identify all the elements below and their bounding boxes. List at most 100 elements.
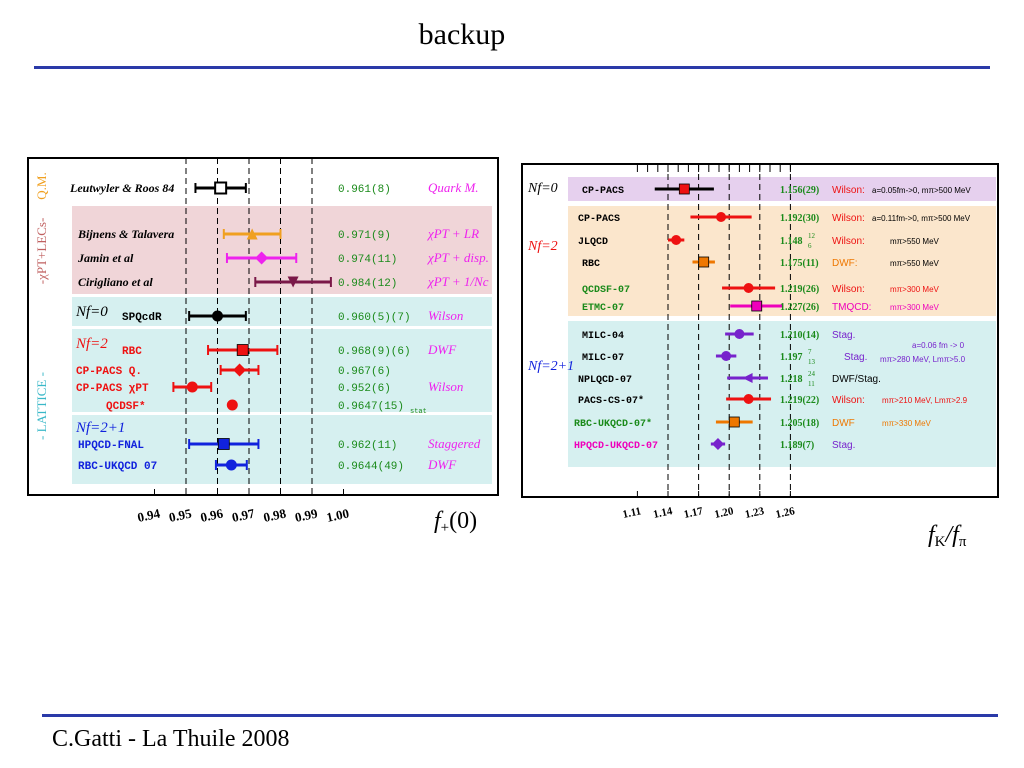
group-band — [72, 414, 492, 484]
title-rule — [34, 66, 990, 69]
row-label: Bijnens & Talavera — [77, 227, 174, 241]
row-label: CP-PACS — [578, 214, 620, 225]
note-label: mπ>550 MeV — [890, 259, 940, 268]
data-point — [743, 283, 754, 293]
value-label: 1.175(11) — [780, 258, 819, 269]
data-point — [287, 276, 299, 288]
value-label: 0.984(12) — [338, 278, 397, 290]
group-label: Nf=2 — [75, 336, 108, 352]
note-label: mπ>210 MeV, Lmπ>2.9 — [882, 396, 968, 405]
data-point — [225, 459, 237, 471]
form-factor-chart: Q.M. -χPT+LECs- - LATTICE - Nf=0 Nf=2 Nf=2+1 L… — [27, 157, 499, 525]
data-point — [226, 399, 238, 411]
value-label: 0.974(11) — [338, 254, 397, 266]
data-point — [698, 256, 710, 268]
note-label: mπ>330 MeV — [882, 419, 932, 428]
data-point — [734, 329, 745, 339]
group-band — [568, 206, 996, 316]
data-point — [678, 183, 690, 195]
row-label: RBC — [122, 346, 142, 358]
method-label: Wilson — [428, 379, 463, 394]
data-point — [214, 181, 228, 195]
x-tick-label: 0.95 — [168, 505, 194, 525]
row-label: SPQcdR — [122, 312, 162, 324]
method-label: Wilson: — [832, 185, 865, 196]
row-label: RBC-UKQCD-07* — [574, 418, 652, 430]
row-label: Leutwyler & Roos 84 — [69, 181, 174, 195]
data-point — [217, 438, 230, 450]
row-label: MILC-07 — [582, 353, 624, 364]
footer-rule — [42, 714, 998, 717]
data-point — [742, 373, 753, 383]
note-label: mπ>550 MeV — [890, 237, 940, 246]
data-point — [751, 300, 763, 312]
row-label: MILC-04 — [582, 331, 624, 342]
method-label: DWF — [427, 457, 457, 472]
method-label: Stag. — [832, 330, 855, 341]
x-tick-label: 0.98 — [262, 505, 288, 525]
method-label: Wilson: — [832, 284, 865, 295]
row-label: HPQCD-UKQCD-07 — [574, 441, 658, 452]
x-tick-label: 1.26 — [775, 505, 797, 521]
data-point — [255, 251, 269, 265]
value-subscript: 13 — [808, 358, 816, 366]
decay-constant-axis-name: fK/fπ — [928, 522, 967, 550]
row-label: JLQCD — [578, 237, 608, 248]
value-label: 1.197 — [780, 352, 803, 363]
data-point — [716, 212, 727, 222]
note-label: a=0.05fm->0, mπ>500 MeV — [872, 186, 971, 195]
x-tick-label: 1.14 — [652, 505, 674, 521]
row-label: CP-PACS — [582, 186, 624, 197]
method-label: TMQCD: — [832, 302, 871, 313]
value-label: 0.9647(15) — [338, 401, 404, 413]
data-point — [236, 344, 249, 356]
value-label: 1.156(29) — [780, 185, 819, 196]
group-label: Nf=2 — [527, 239, 558, 254]
method-label: Wilson: — [832, 213, 865, 224]
group-band — [72, 206, 492, 294]
value-label: 0.952(6) — [338, 383, 391, 395]
form-factor-axis-name: f+(0) — [434, 508, 478, 536]
data-point — [721, 351, 732, 361]
method-label: Stag. — [832, 440, 855, 451]
value-label: 1.189(7) — [780, 440, 814, 451]
data-point — [743, 394, 754, 404]
group-label: Nf=0 — [75, 304, 108, 320]
row-label: HPQCD-FNAL — [78, 440, 144, 452]
value-label: 1.192(30) — [780, 213, 819, 224]
method-label: DWF — [427, 342, 457, 357]
row-label: QCDSF* — [106, 401, 146, 413]
method-label: χPT + disp. — [426, 250, 489, 265]
x-tick-label: 1.20 — [713, 505, 735, 521]
value-label: 1.219(22) — [780, 395, 819, 406]
x-tick-label: 1.23 — [744, 505, 766, 521]
value-label: 1.227(26) — [780, 302, 819, 313]
side-label: Q.M. — [34, 172, 49, 199]
value-label: 0.9644(49) — [338, 461, 404, 473]
value-label: 0.968(9)(6) — [338, 346, 411, 358]
method-label: Staggered — [428, 436, 481, 451]
value-label: 1.210(14) — [780, 330, 819, 341]
value-superscript: 7 — [808, 348, 812, 356]
data-point — [728, 416, 740, 428]
value-label: 1.219(26) — [780, 284, 819, 295]
group-band — [568, 177, 996, 201]
group-band — [72, 328, 492, 412]
footer-text: C.Gatti - La Thuile 2008 — [52, 726, 290, 752]
x-tick-label: 0.99 — [294, 505, 320, 525]
x-tick-label: 0.96 — [199, 505, 225, 525]
group-label: Nf=0 — [527, 181, 558, 196]
row-label: Cirigliano et al — [78, 275, 153, 289]
method-label: DWF/Stag. — [832, 374, 881, 385]
value-label: 0.967(6) — [338, 366, 391, 378]
group-label: Nf=2+1 — [75, 420, 125, 436]
value-label: 0.960(5)(7) — [338, 312, 411, 324]
data-point — [233, 363, 247, 377]
value-label: 1.205(18) — [780, 418, 819, 429]
row-label: RBC — [582, 259, 600, 270]
data-point — [246, 228, 258, 240]
value-label: 1.148 — [780, 236, 803, 247]
method-label: DWF — [832, 418, 855, 429]
row-label: RBC-UKQCD 07 — [78, 461, 157, 473]
value-superscript: 12 — [808, 232, 816, 240]
